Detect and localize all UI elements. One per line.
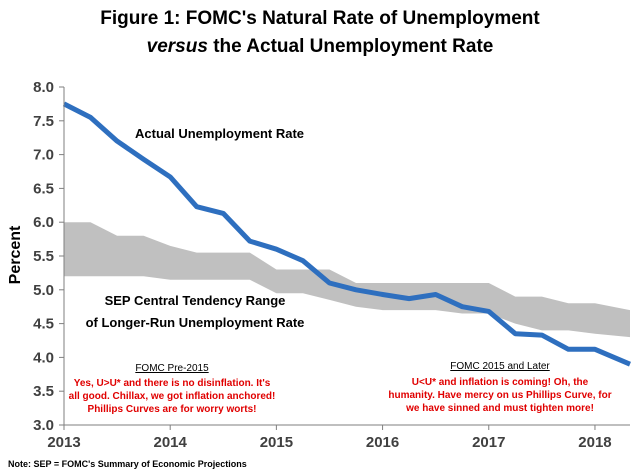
chart-title-line-2: versus the Actual Unemployment Rate xyxy=(147,36,494,57)
post-2015-line: U<U* and inflation is coming! Oh, the xyxy=(412,377,589,388)
y-tick-label: 3.0 xyxy=(33,417,54,434)
chart-title-emphasis: versus xyxy=(147,36,208,57)
actual-rate-line xyxy=(62,101,631,367)
band-label-line-1: SEP Central Tendency Range xyxy=(105,293,286,308)
y-tick-label: 5.0 xyxy=(33,282,54,299)
y-tick-label: 6.5 xyxy=(33,180,54,197)
y-axis-label: Percent xyxy=(7,225,24,284)
y-tick-label: 8.0 xyxy=(33,79,54,96)
y-tick-label: 6.0 xyxy=(33,214,54,231)
band-label-line-2: of Longer-Run Unemployment Rate xyxy=(86,315,305,330)
x-tick-label: 2013 xyxy=(47,434,80,451)
y-tick-label: 7.0 xyxy=(33,147,54,164)
post-2015-line: humanity. Have mercy on us Phillips Curv… xyxy=(388,390,611,401)
chart-title-rest: the Actual Unemployment Rate xyxy=(208,36,493,57)
x-tick-label: 2018 xyxy=(578,434,611,451)
x-tick-label: 2016 xyxy=(366,434,399,451)
x-axis-ticks: 2013 2014 2015 2016 2017 2018 xyxy=(47,425,612,451)
x-tick-label: 2014 xyxy=(154,434,188,451)
pre-2015-line: Yes, U>U* and there is no disinflation. … xyxy=(74,378,271,389)
actual-rate-label: Actual Unemployment Rate xyxy=(135,126,304,141)
x-tick-label: 2015 xyxy=(260,434,293,451)
y-tick-label: 7.5 xyxy=(33,113,54,130)
y-tick-label: 4.5 xyxy=(33,316,54,333)
sep-range-band-layer xyxy=(64,222,630,338)
y-tick-label: 3.5 xyxy=(33,383,54,400)
x-tick-label: 2017 xyxy=(472,434,505,451)
sep-range-band xyxy=(64,222,630,338)
chart-title-line-1: Figure 1: FOMC's Natural Rate of Unemplo… xyxy=(100,8,540,29)
post-2015-line: we have sinned and must tighten more! xyxy=(405,403,594,414)
pre-2015-heading: FOMC Pre-2015 xyxy=(135,363,209,374)
footnote: Note: SEP = FOMC's Summary of Economic P… xyxy=(8,459,247,469)
post-2015-heading: FOMC 2015 and Later xyxy=(450,361,550,372)
pre-2015-line: Phillips Curves are for worry worts! xyxy=(88,404,257,415)
y-tick-label: 4.0 xyxy=(33,349,54,366)
y-axis-ticks: 3.0 3.5 4.0 4.5 5.0 5.5 6.0 6.5 7.0 7.5 8.0 xyxy=(33,79,64,434)
actual-rate-line-layer xyxy=(62,101,631,367)
y-tick-label: 5.5 xyxy=(33,248,54,265)
pre-2015-line: all good. Chillax, we got inflation anch… xyxy=(69,391,276,402)
